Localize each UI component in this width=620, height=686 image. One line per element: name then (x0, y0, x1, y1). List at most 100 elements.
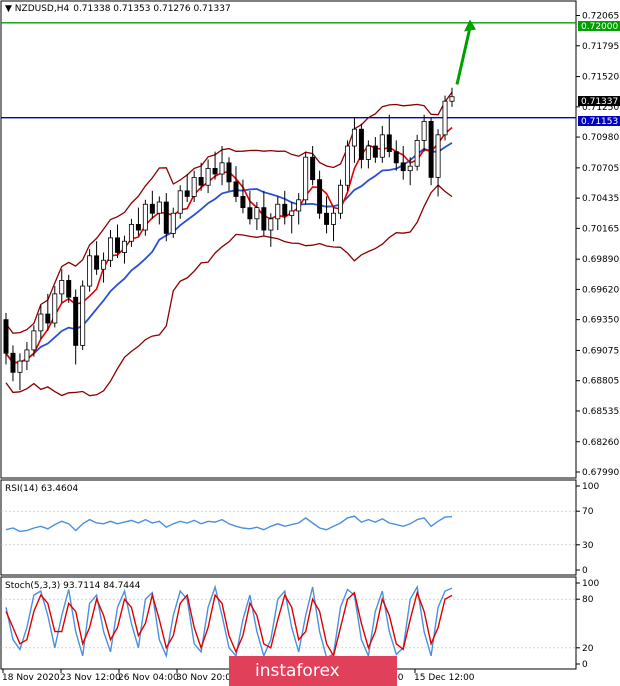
price-tick-label: 0.70165 (582, 224, 619, 234)
bear-candle-body (198, 176, 204, 186)
bull-candle-body (38, 313, 44, 332)
stoch-tick-label: 80 (582, 595, 594, 605)
candle (268, 213, 274, 247)
stoch-signal-line (5, 590, 453, 658)
stoch-axis: 100 80 20 0 (576, 579, 599, 670)
bull-candle-body (344, 145, 350, 186)
bull-candle-body (407, 165, 413, 172)
candle (282, 190, 288, 225)
rsi-tick-label: 70 (582, 507, 594, 517)
bear-candle-body (163, 201, 169, 234)
bull-candle-body (449, 96, 455, 102)
bear-candle-body (282, 203, 288, 216)
bear-candle-body (233, 181, 239, 197)
candle (407, 157, 413, 186)
bull-candle-body (331, 212, 337, 225)
candle (275, 196, 281, 231)
price-tick-label: 0.70980 (582, 133, 619, 143)
bull-candle-body (442, 100, 448, 136)
bear-candle-body (226, 162, 232, 183)
candle (421, 114, 427, 152)
candle (303, 151, 309, 205)
candle (128, 218, 134, 247)
bull-candle-body (268, 218, 274, 231)
candle (135, 207, 141, 236)
bull-candle-body (275, 203, 281, 220)
main-price-panel[interactable] (0, 0, 577, 479)
bull-candle-body (421, 120, 427, 141)
candle (121, 235, 127, 264)
bull-candle-body (80, 285, 86, 346)
bull-candle-body (128, 224, 134, 242)
price-tick-label: 0.70435 (582, 194, 619, 204)
price-axis: 0.72065 0.71795 0.71520 0.71250 0.70980 0.707… (576, 12, 619, 478)
candle (212, 151, 218, 180)
rsi-chart-layer (1, 510, 576, 546)
bear-candle-body (428, 120, 434, 178)
candle (240, 179, 246, 214)
watermark-text: instaforex (255, 661, 340, 681)
candle (115, 224, 120, 259)
collapse-arrow-icon[interactable]: ▼ (5, 4, 15, 14)
bull-candle-body (101, 259, 107, 270)
stoch-tick-label: 0 (582, 660, 588, 670)
rsi-tick-label: 30 (582, 541, 594, 551)
bull-candle-body (191, 176, 197, 197)
candle (400, 146, 406, 180)
candle (205, 159, 211, 194)
time-tick-label: 15 Dec 12:00 (414, 673, 475, 683)
symbol-label: NZDUSD,H4 (15, 4, 70, 14)
bull-candle-body (17, 360, 23, 373)
green-arrow-shaft (455, 27, 472, 85)
bull-candle-body (121, 240, 127, 253)
bear-candle-body (358, 128, 364, 160)
time-tick-label: 23 Nov 12:00 (60, 673, 121, 683)
bear-candle-body (324, 212, 330, 225)
bear-candle-body (212, 168, 218, 175)
time-tick-label: 30 Nov 20:00 (176, 673, 237, 683)
candle (428, 118, 434, 186)
rsi-axis: 100 70 30 0 (576, 482, 599, 576)
candle (324, 196, 330, 234)
price-tick-label: 0.70705 (582, 164, 619, 174)
bear-candle-body (310, 156, 316, 181)
candle (331, 207, 337, 242)
bull-candle-body (379, 134, 385, 158)
bull-candle-body (205, 168, 211, 186)
bull-candle-body (108, 237, 114, 261)
candle (247, 190, 253, 225)
candle (80, 280, 86, 350)
candle (442, 95, 448, 141)
bear-candle-body (10, 352, 16, 373)
bear-candle-body (135, 224, 141, 231)
bull-candle-body (219, 162, 225, 175)
bull-candle-body (31, 330, 37, 351)
green-level-marker (578, 21, 620, 31)
price-tick-label: 0.69890 (582, 255, 619, 265)
candle (449, 87, 455, 107)
rsi-panel[interactable] (0, 479, 577, 576)
candle (219, 146, 225, 186)
stoch-main-line (5, 584, 453, 659)
current-price-text: 0.71337 (581, 97, 618, 107)
candle (31, 325, 37, 357)
candle (156, 196, 162, 225)
candle (198, 162, 204, 191)
bear-candle-body (393, 151, 399, 164)
bull-candle-body (365, 145, 371, 160)
bollinger-upper-band (5, 91, 453, 334)
green-level-text: 0.72000 (581, 22, 618, 32)
bear-candle-body (372, 145, 378, 158)
candle (393, 140, 399, 171)
price-tick-label: 0.68805 (582, 377, 619, 387)
candle (233, 166, 239, 203)
bull-candle-body (170, 212, 176, 234)
candle (38, 305, 44, 339)
candle (254, 202, 260, 231)
stoch-panel[interactable] (0, 576, 577, 670)
candle (24, 342, 30, 371)
stoch-tick-label: 100 (582, 579, 599, 589)
bear-candle-body (3, 319, 9, 354)
